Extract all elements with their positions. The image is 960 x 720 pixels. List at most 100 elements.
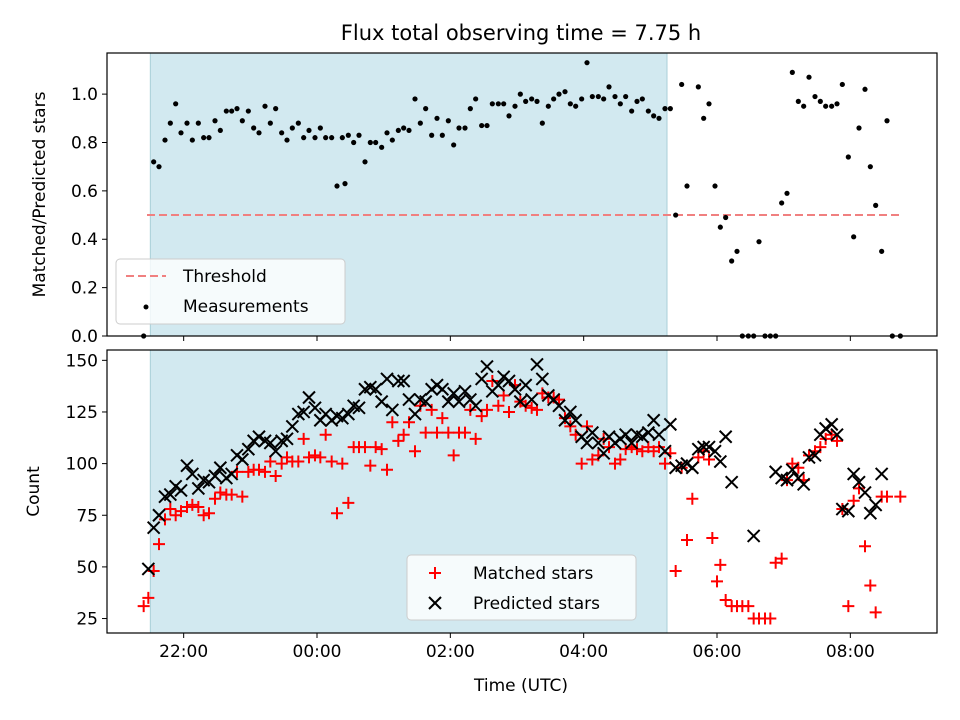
measurement-point bbox=[301, 135, 307, 141]
measurement-point bbox=[384, 130, 390, 136]
predicted-star-marker bbox=[663, 417, 678, 432]
predicted-star-marker bbox=[552, 399, 566, 413]
measurement-point bbox=[217, 127, 223, 134]
measurement-point bbox=[412, 96, 418, 102]
predicted-star-marker bbox=[458, 384, 472, 399]
matched-star-marker bbox=[525, 401, 538, 414]
predicted-star-marker bbox=[152, 508, 166, 522]
measurement-point bbox=[839, 81, 845, 88]
legend-bottom-frame bbox=[406, 554, 637, 621]
matched-star-marker bbox=[425, 403, 438, 416]
measurement-point bbox=[151, 159, 157, 165]
measurement-point bbox=[845, 154, 851, 160]
measurement-point bbox=[312, 135, 318, 141]
measurement-point bbox=[362, 159, 368, 165]
measurement-point bbox=[479, 122, 485, 129]
predicted-star-marker bbox=[252, 430, 266, 444]
matched-star-marker bbox=[711, 575, 723, 588]
measurement-point bbox=[851, 234, 857, 240]
predicted-star-marker bbox=[518, 378, 533, 392]
predicted-star-marker bbox=[818, 421, 833, 436]
count-y-tick-label: 150 bbox=[66, 351, 98, 371]
measurement-point bbox=[684, 183, 690, 189]
matched-star-marker bbox=[275, 457, 288, 470]
predicted-star-marker bbox=[591, 436, 606, 450]
predicted-star-marker bbox=[635, 430, 650, 444]
measurement-point bbox=[679, 81, 685, 88]
measurement-point bbox=[795, 98, 801, 104]
predicted-star-marker bbox=[852, 475, 866, 489]
measurement-point bbox=[473, 96, 479, 102]
predicted-star-marker bbox=[418, 394, 433, 409]
predicted-star-marker bbox=[502, 374, 516, 388]
predicted-star-marker bbox=[441, 394, 456, 409]
measurement-point bbox=[645, 108, 651, 114]
matched-star-marker bbox=[403, 416, 415, 429]
measurement-point bbox=[423, 106, 429, 112]
predicted-star-marker bbox=[808, 448, 822, 463]
measurement-point bbox=[284, 137, 290, 143]
measurement-point bbox=[267, 120, 273, 126]
measurement-point bbox=[434, 115, 440, 121]
legend-matched-swatch bbox=[429, 567, 441, 579]
measurement-point bbox=[389, 137, 395, 143]
measurement-point bbox=[317, 125, 323, 131]
predicted-star-marker bbox=[146, 520, 161, 535]
measurement-point bbox=[623, 93, 629, 100]
matched-star-marker bbox=[831, 434, 843, 447]
measurement-point bbox=[806, 74, 812, 80]
predicted-star-marker bbox=[374, 394, 389, 409]
predicted-star-marker bbox=[558, 413, 572, 427]
measurement-point bbox=[789, 69, 795, 75]
matched-star-marker bbox=[764, 612, 777, 625]
matched-star-marker bbox=[706, 531, 719, 544]
measurement-point bbox=[495, 101, 501, 107]
matched-star-marker bbox=[236, 490, 249, 503]
predicted-star-marker bbox=[858, 485, 872, 500]
predicted-star-marker bbox=[696, 440, 711, 454]
measurement-point bbox=[634, 98, 640, 104]
measurement-point bbox=[456, 125, 462, 131]
predicted-star-marker bbox=[624, 436, 639, 450]
predicted-star-marker bbox=[435, 382, 450, 396]
measurement-point bbox=[262, 103, 268, 109]
legend-predicted-label: Predicted stars bbox=[473, 594, 600, 614]
predicted-star-marker bbox=[213, 461, 228, 475]
measurement-point bbox=[345, 132, 351, 138]
predicted-star-marker bbox=[724, 475, 739, 489]
measurement-point bbox=[306, 127, 312, 134]
predicted-star-marker bbox=[391, 374, 406, 388]
measurement-point bbox=[729, 258, 735, 264]
measurement-point bbox=[534, 98, 540, 104]
predicted-star-marker bbox=[474, 372, 489, 386]
predicted-star-marker bbox=[596, 446, 611, 460]
measurement-point bbox=[529, 96, 535, 102]
matched-star-marker bbox=[269, 470, 282, 483]
measurement-point bbox=[162, 137, 168, 143]
measurement-point bbox=[639, 96, 645, 102]
predicted-star-marker bbox=[563, 405, 578, 419]
measurement-point bbox=[429, 132, 435, 138]
matched-star-marker bbox=[686, 492, 699, 505]
measurement-point bbox=[239, 118, 245, 124]
predicted-star-marker bbox=[641, 425, 656, 440]
measurement-point bbox=[545, 103, 551, 109]
matched-star-marker bbox=[203, 507, 215, 520]
measurement-point bbox=[451, 142, 457, 148]
measurement-point bbox=[551, 96, 557, 102]
matched-star-marker bbox=[575, 457, 588, 470]
matched-star-marker bbox=[397, 428, 410, 441]
predicted-star-marker bbox=[846, 467, 861, 481]
matched-star-marker bbox=[164, 503, 177, 516]
matched-star-marker bbox=[386, 416, 399, 429]
legend-predicted-swatch bbox=[428, 596, 442, 610]
legend-threshold-label: Threshold bbox=[182, 267, 267, 287]
predicted-star-marker bbox=[408, 407, 422, 421]
matched-star-marker bbox=[342, 496, 355, 509]
measurement-point bbox=[279, 130, 285, 136]
predicted-star-marker bbox=[185, 467, 200, 481]
count-y-tick-label: 100 bbox=[66, 455, 98, 475]
legend-bottom: Matched stars Predicted stars bbox=[406, 554, 637, 621]
legend-top: Threshold Measurements bbox=[115, 258, 346, 325]
predicted-star-marker bbox=[308, 401, 322, 415]
